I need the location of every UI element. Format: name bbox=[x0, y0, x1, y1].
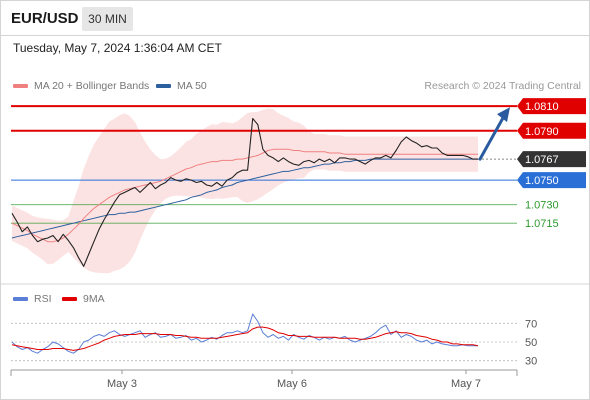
chart-datetime: Tuesday, May 7, 2024 1:36:04 AM CET bbox=[13, 41, 222, 55]
ma20-swatch bbox=[13, 84, 28, 88]
timeframe-button[interactable]: 30 MIN bbox=[82, 7, 133, 31]
rsi-tick-50: 50 bbox=[525, 337, 537, 349]
forecast-arrow bbox=[478, 114, 506, 161]
bollinger-band bbox=[12, 108, 478, 274]
level-label-1-0750: 1.0750 bbox=[525, 175, 559, 187]
legend-ma50: MA 50 bbox=[156, 80, 207, 92]
ma20-line bbox=[11, 148, 478, 243]
rsi-tick-70: 70 bbox=[525, 318, 537, 330]
level-tag-1-0810 bbox=[517, 98, 586, 115]
price-line bbox=[11, 117, 478, 267]
level-label-1-0730: 1.0730 bbox=[525, 200, 559, 212]
ma20-label: MA 20 + Bollinger Bands bbox=[34, 80, 150, 92]
level-label-1-0810: 1.0810 bbox=[525, 101, 559, 113]
ma50-label: MA 50 bbox=[177, 80, 207, 92]
level-label-1-0715: 1.0715 bbox=[525, 218, 559, 230]
chart-header: EUR/USD 30 MIN bbox=[0, 0, 590, 36]
level-label-1-0790: 1.0790 bbox=[525, 126, 559, 138]
forecast-arrow-head bbox=[497, 107, 510, 123]
ma50-swatch bbox=[156, 84, 171, 88]
rsi-line bbox=[11, 313, 478, 354]
rsi-tick-30: 30 bbox=[525, 356, 537, 368]
rsi-ma-line bbox=[11, 326, 479, 351]
rsi-ma-label: 9MA bbox=[83, 293, 105, 305]
x-tick-label: May 6 bbox=[277, 378, 307, 390]
rsi-ma-swatch bbox=[62, 297, 77, 301]
legend-ma20: MA 20 + Bollinger Bands bbox=[13, 80, 149, 92]
level-tag-1-0767 bbox=[517, 151, 586, 168]
legend-rsi: RSI bbox=[13, 293, 52, 305]
symbol-title: EUR/USD bbox=[11, 10, 79, 27]
rsi-swatch bbox=[13, 297, 28, 301]
chart-credit: Research © 2024 Trading Central bbox=[424, 80, 581, 92]
level-tag-1-0790 bbox=[517, 122, 586, 139]
ma50-line bbox=[11, 158, 478, 239]
level-label-1-0767: 1.0767 bbox=[525, 154, 559, 166]
x-tick-label: May 7 bbox=[451, 378, 481, 390]
legend-rsi-ma: 9MA bbox=[62, 293, 105, 305]
x-tick-label: May 3 bbox=[107, 378, 137, 390]
level-tag-1-0750 bbox=[517, 172, 586, 189]
rsi-label: RSI bbox=[34, 293, 52, 305]
